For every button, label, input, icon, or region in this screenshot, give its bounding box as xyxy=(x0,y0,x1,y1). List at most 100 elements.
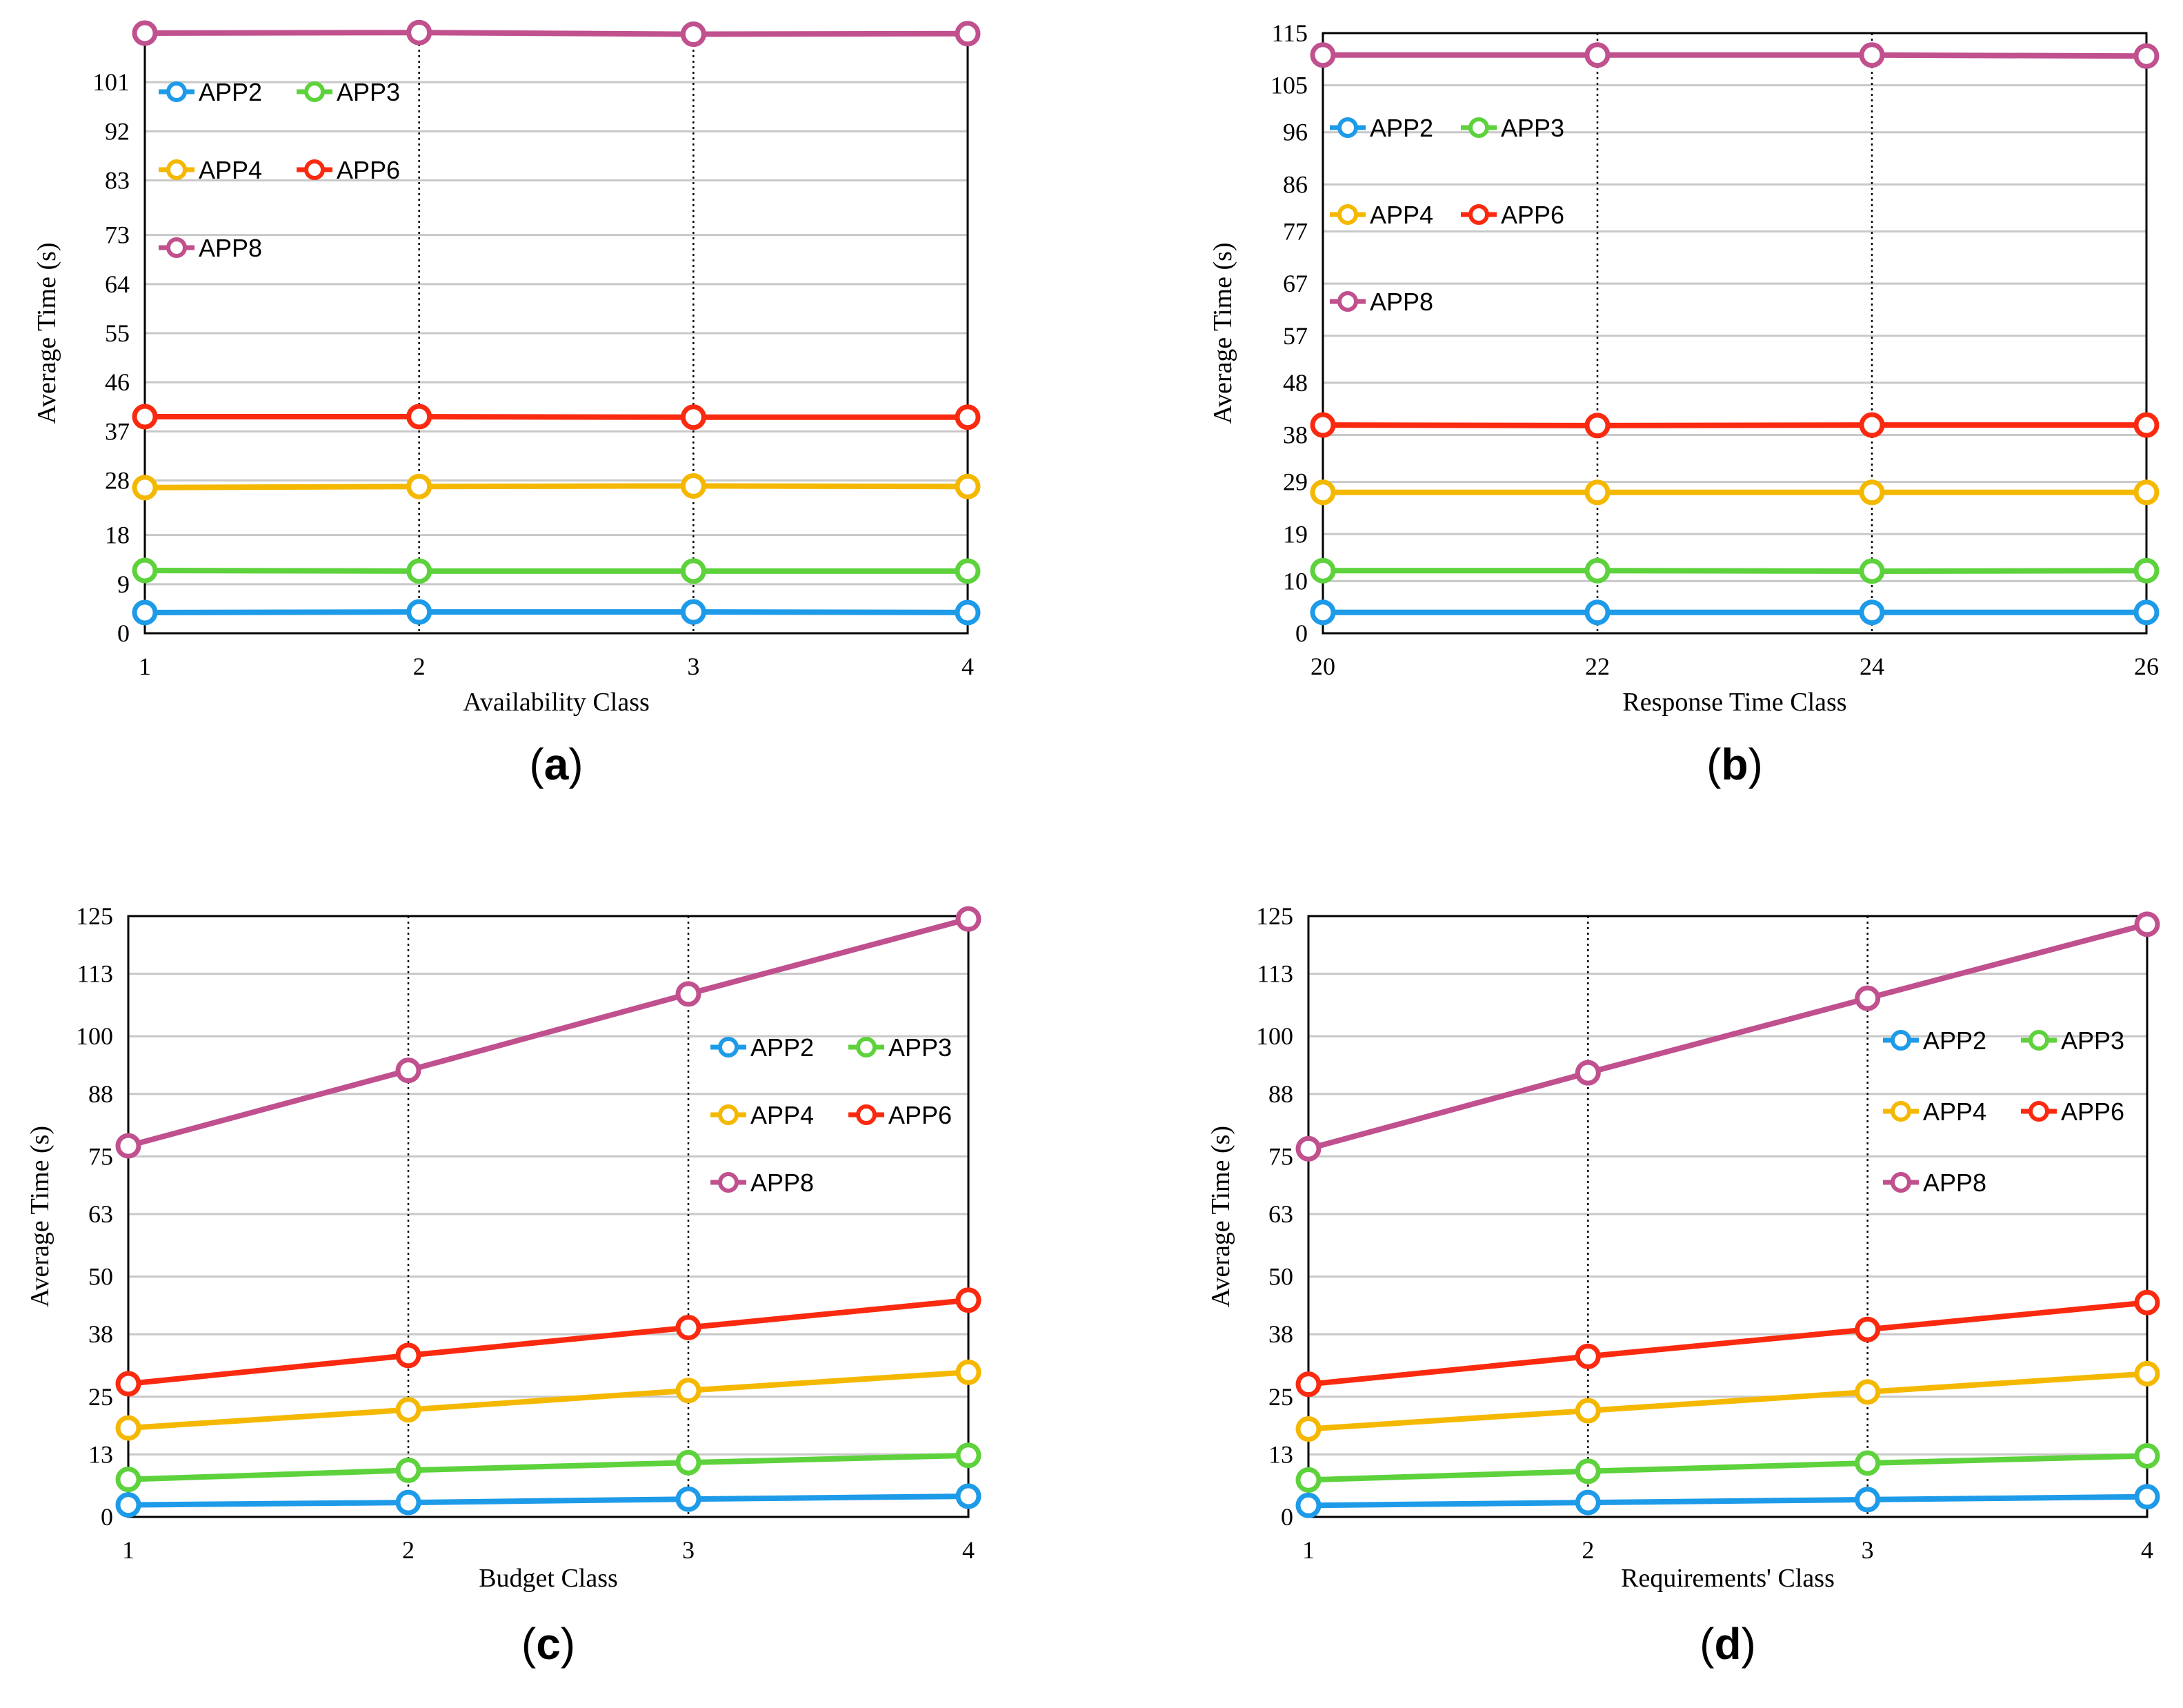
data-point-app8 xyxy=(1575,1060,1601,1086)
data-point-app3 xyxy=(1575,1458,1601,1484)
legend-label-app3: APP3 xyxy=(337,78,400,106)
data-point-app2 xyxy=(680,599,706,625)
y-tick-label: 75 xyxy=(88,1142,113,1170)
data-point-app8 xyxy=(406,19,432,46)
series-line-app6 xyxy=(1322,422,2146,428)
data-point-app4 xyxy=(680,473,706,499)
data-point-app6 xyxy=(1584,413,1611,439)
x-tick-label: 1 xyxy=(139,653,151,680)
legend-marker-app4 xyxy=(166,159,187,180)
y-tick-label: 13 xyxy=(88,1440,113,1468)
legend-label-app8: APP8 xyxy=(1923,1169,1986,1197)
x-tick-label: 2 xyxy=(413,653,426,680)
data-point-app2 xyxy=(955,1483,981,1509)
legend-marker-app4 xyxy=(1891,1101,1911,1122)
data-point-app2 xyxy=(2133,599,2160,626)
y-tick-label: 38 xyxy=(88,1320,113,1348)
y-tick-label: 125 xyxy=(76,902,113,930)
data-point-app3 xyxy=(406,558,432,584)
data-point-app8 xyxy=(1310,42,1336,68)
legend-marker-app2 xyxy=(1337,117,1358,138)
y-tick-label: 10 xyxy=(1283,567,1308,595)
series-line-app8 xyxy=(127,916,970,1149)
x-tick-label: 4 xyxy=(2141,1536,2153,1564)
y-tick-label: 48 xyxy=(1283,369,1308,397)
data-point-app3 xyxy=(2133,557,2160,584)
y-tick-label: 100 xyxy=(76,1022,113,1050)
data-point-app3 xyxy=(1855,1450,1881,1476)
data-point-app3 xyxy=(1295,1467,1322,1493)
y-tick-label: 115 xyxy=(1271,19,1308,47)
data-point-app4 xyxy=(2134,1360,2160,1387)
data-point-app4 xyxy=(1575,1398,1601,1424)
y-tick-label: 63 xyxy=(88,1200,113,1228)
y-tick-label: 50 xyxy=(1268,1263,1293,1291)
panel-b: 0 10 19 29 38 48 57 67 77 86 96 105 115 20 22 24 26 Respo… xyxy=(1208,19,2160,789)
x-tick-label: 24 xyxy=(1860,653,1884,680)
y-tick-label: 13 xyxy=(1268,1440,1293,1468)
data-point-app8 xyxy=(680,21,706,48)
data-point-app6 xyxy=(1310,412,1336,438)
legend-label-app6: APP6 xyxy=(888,1101,952,1129)
legend-marker-app3 xyxy=(856,1037,877,1057)
x-tick-label: 26 xyxy=(2134,653,2159,680)
data-point-app6 xyxy=(955,404,981,430)
x-axis-title: Response Time Class xyxy=(1622,688,1846,717)
x-axis-title: Requirements' Class xyxy=(1621,1564,1835,1593)
x-tick-label: 2 xyxy=(1582,1536,1594,1564)
y-tick-label: 25 xyxy=(88,1383,113,1411)
legend-label-app2: APP2 xyxy=(1923,1026,1986,1055)
legend-label-app4: APP4 xyxy=(199,156,262,184)
data-point-app2 xyxy=(132,599,158,626)
legend-label-app4: APP4 xyxy=(750,1101,814,1129)
series-line-app2 xyxy=(128,1493,969,1508)
data-point-app2 xyxy=(1295,1492,1322,1518)
legend-marker-app8 xyxy=(1337,291,1358,312)
x-tick-label: 3 xyxy=(1862,1536,1874,1564)
data-point-app4 xyxy=(955,1359,981,1385)
legend-marker-app6 xyxy=(1468,204,1489,225)
legend-label-app2: APP2 xyxy=(750,1033,814,1062)
series-line-app3 xyxy=(1323,568,2147,574)
x-tick-label: 4 xyxy=(962,1536,975,1564)
data-point-app6 xyxy=(406,404,432,430)
legend-marker-app6 xyxy=(304,159,325,180)
legend-marker-app3 xyxy=(304,81,325,102)
series-line-app4 xyxy=(1308,1371,2148,1432)
y-tick-label: 18 xyxy=(105,522,130,549)
y-tick-label: 38 xyxy=(1268,1320,1293,1348)
data-point-app8 xyxy=(1584,42,1611,68)
data-point-app8 xyxy=(1859,42,1885,68)
data-point-app6 xyxy=(395,1342,421,1369)
legend-label-app4: APP4 xyxy=(1923,1098,1986,1126)
y-tick-label: 0 xyxy=(1281,1503,1293,1531)
panel-caption: (a) xyxy=(529,739,583,789)
y-tick-label: 67 xyxy=(1283,270,1308,297)
plot-frame xyxy=(127,915,970,1518)
y-tick-label: 88 xyxy=(1268,1080,1293,1108)
y-tick-label: 28 xyxy=(105,467,130,495)
panel-c: 0 13 25 38 50 63 75 88 100 113 125 1 2 3 4 Budget Class… xyxy=(26,902,981,1669)
x-axis-title: Availability Class xyxy=(463,688,650,717)
data-point-app4 xyxy=(1855,1379,1881,1405)
series-line-app8 xyxy=(1323,52,2147,59)
panel-caption: (c) xyxy=(521,1619,575,1669)
data-point-app2 xyxy=(406,599,432,625)
data-point-app6 xyxy=(132,404,158,430)
panel-caption: (b) xyxy=(1706,739,1763,789)
data-point-app8 xyxy=(2133,43,2160,69)
series-line-app4 xyxy=(128,1369,969,1431)
series-line-app8 xyxy=(1307,921,2149,1152)
legend-marker-app4 xyxy=(718,1104,739,1125)
data-point-app2 xyxy=(1859,599,1885,626)
data-point-app8 xyxy=(1295,1135,1322,1162)
y-tick-label: 50 xyxy=(88,1263,113,1291)
data-point-app8 xyxy=(1855,985,1881,1011)
legend-label-app3: APP3 xyxy=(1501,114,1564,142)
legend-label-app2: APP2 xyxy=(1370,114,1433,142)
legend-label-app2: APP2 xyxy=(199,78,262,106)
legend-label-app6: APP6 xyxy=(337,156,400,184)
data-point-app3 xyxy=(675,1449,701,1476)
y-tick-label: 83 xyxy=(105,167,130,195)
